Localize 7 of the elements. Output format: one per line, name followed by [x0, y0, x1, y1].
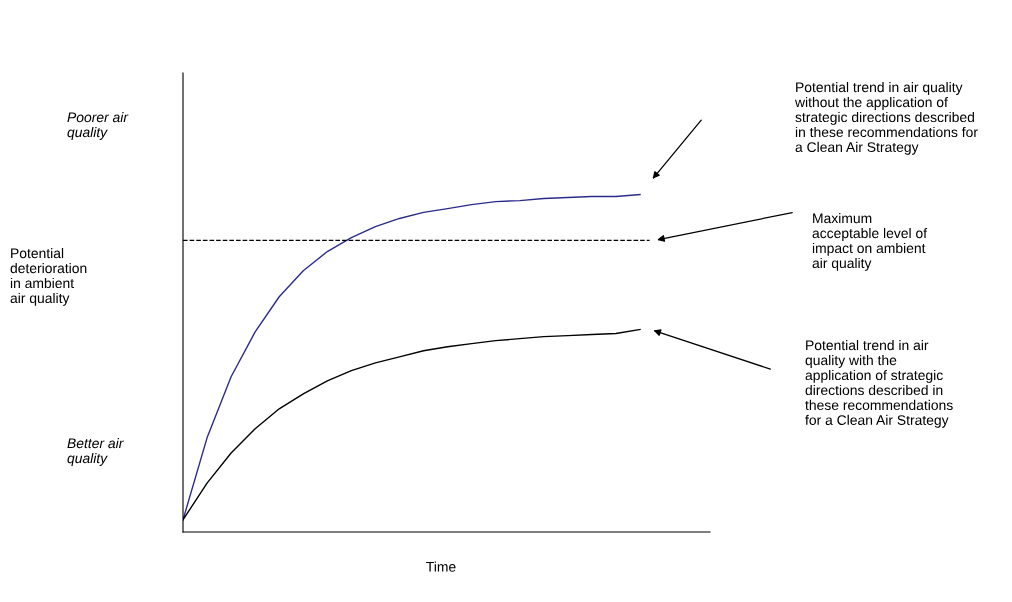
text: Potential deterioration in ambient air quality: [10, 248, 87, 306]
x-axis-title: Time: [426, 561, 456, 572]
text: Poorer air quality: [67, 112, 129, 140]
text: Better air quality: [67, 438, 124, 466]
text: Maximum acceptable level of impact on ambient air quality: [812, 213, 928, 271]
text: Potential trend in air quality without the application of strategic directions described in these recommendations for a Clean Air Strategy: [794, 82, 978, 155]
text: Potential trend in air quality with the application of strategic directions described in these recommendations for a Clean Air Strategy: [805, 340, 953, 428]
